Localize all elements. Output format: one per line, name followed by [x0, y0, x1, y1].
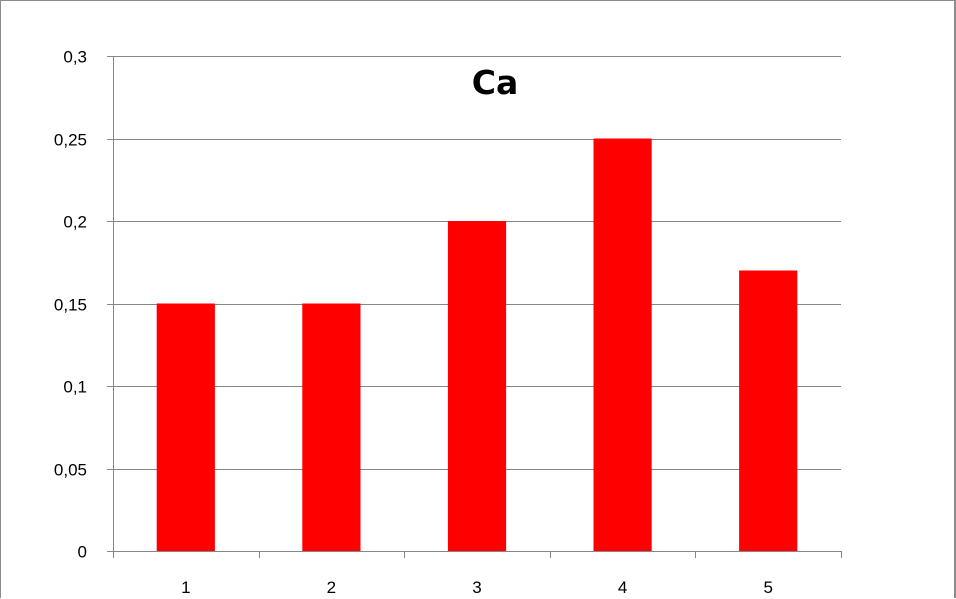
bars [156, 138, 798, 551]
y-tick-label: 0,05 [54, 461, 87, 480]
y-tick-label: 0,25 [54, 131, 87, 150]
bar-4 [593, 138, 652, 551]
chart-title: Ca [472, 63, 519, 102]
bar-2 [302, 303, 361, 551]
bar-5 [739, 270, 798, 551]
y-tick-label: 0,3 [63, 48, 87, 67]
y-tick-label: 0,2 [63, 213, 87, 232]
x-tick-label: 3 [472, 578, 481, 597]
x-tick-label: 1 [181, 578, 190, 597]
y-tick-label: 0,15 [54, 296, 87, 315]
y-tick-label: 0,1 [63, 378, 87, 397]
x-tick-label: 4 [618, 578, 627, 597]
axes [107, 56, 842, 558]
bar-3 [447, 221, 507, 551]
tick-labels: 0 0,05 0,1 0,15 0,2 0,25 0,3 1 2 3 4 5 [54, 48, 773, 598]
y-tick-label: 0 [78, 543, 87, 562]
bar-1 [156, 303, 215, 551]
x-tick-label: 2 [327, 578, 336, 597]
x-tick-label: 5 [763, 578, 772, 597]
